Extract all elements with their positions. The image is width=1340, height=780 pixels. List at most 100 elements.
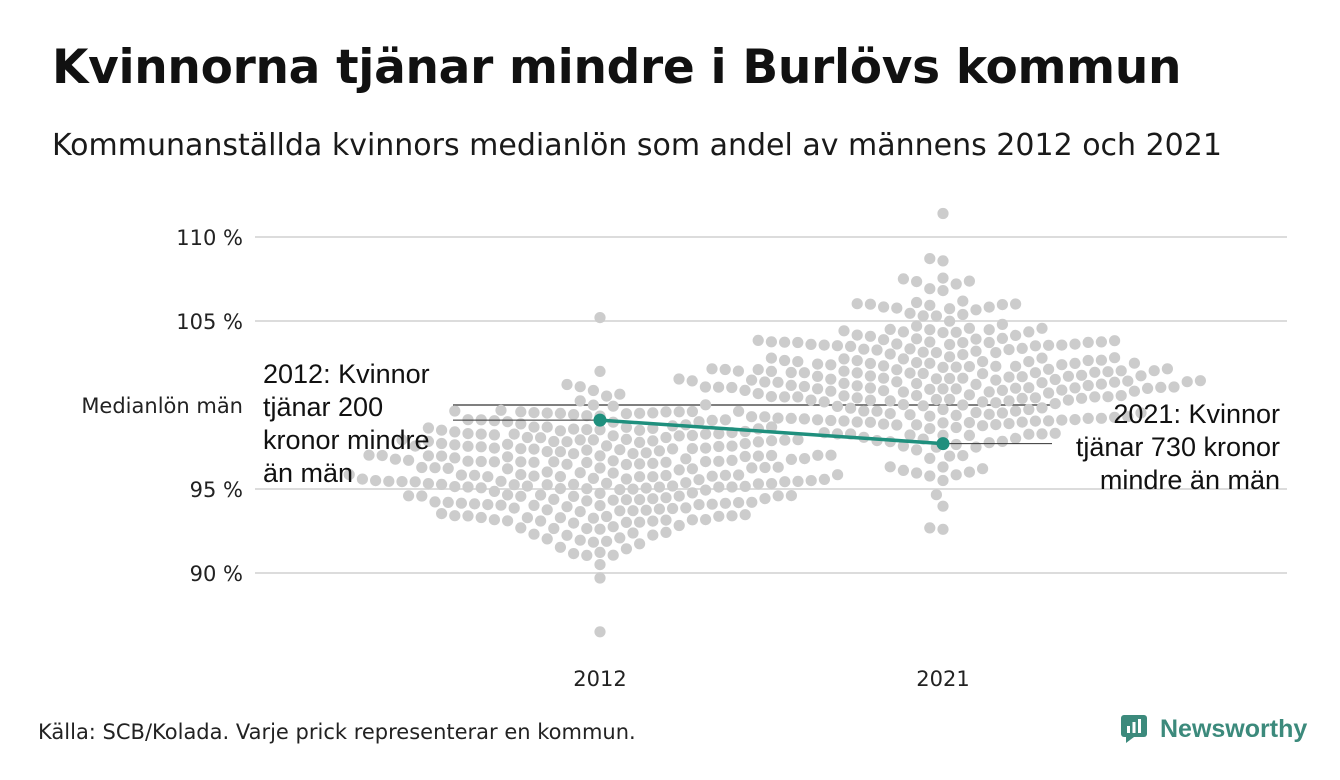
swarm-point [970, 378, 982, 390]
swarm-point [937, 255, 949, 267]
swarm-point [568, 409, 580, 421]
swarm-point [911, 419, 923, 431]
swarm-point [884, 461, 896, 473]
swarm-point [838, 365, 850, 377]
swarm-point [937, 361, 949, 373]
swarm-point [561, 501, 573, 513]
swarm-point [812, 449, 824, 461]
swarm-point [1023, 382, 1035, 394]
swarm-point [660, 514, 672, 526]
swarm-point [726, 454, 738, 466]
swarm-point [963, 389, 976, 401]
swarm-point [1082, 412, 1094, 424]
swarm-point [944, 338, 956, 351]
swarm-point [422, 422, 434, 434]
swarm-point [752, 364, 764, 376]
swarm-point [990, 360, 1002, 372]
swarm-point [963, 361, 976, 373]
swarm-point [713, 510, 725, 522]
swarm-point [891, 376, 903, 388]
swarm-point [686, 405, 699, 418]
swarm-point [660, 492, 672, 504]
swarm-point [383, 475, 395, 487]
swarm-point [581, 549, 593, 562]
swarm-point [574, 381, 586, 393]
swarm-point [944, 315, 956, 327]
swarm-point [508, 428, 520, 440]
swarm-point [812, 414, 824, 426]
swarm-point [838, 377, 850, 389]
swarm-point [1023, 403, 1035, 416]
swarm-point [766, 478, 778, 490]
swarm-point [541, 504, 553, 516]
swarm-point [792, 336, 804, 349]
swarm-point [706, 414, 718, 426]
swarm-point [845, 402, 857, 414]
swarm-point [1036, 322, 1048, 334]
swarm-point [878, 372, 890, 384]
swarm-point [581, 444, 593, 456]
swarm-point [983, 408, 995, 420]
swarm-point [1023, 326, 1035, 338]
swarm-point [686, 514, 699, 526]
swarm-point [680, 453, 692, 465]
swarm-point [713, 381, 725, 393]
swarm-point [785, 379, 797, 391]
swarm-point [950, 469, 962, 481]
swarm-point [798, 413, 811, 425]
swarm-point [1029, 340, 1041, 352]
swarm-point [554, 446, 567, 458]
swarm-point [581, 483, 593, 495]
swarm-point [515, 443, 527, 455]
swarm-point [429, 496, 441, 508]
swarm-point [488, 429, 500, 441]
swarm-point [739, 509, 751, 521]
swarm-point [1010, 405, 1022, 417]
swarm-point [502, 451, 514, 463]
swarm-point [845, 340, 857, 352]
swarm-point [746, 496, 758, 508]
swarm-point [944, 393, 956, 405]
swarm-point [620, 421, 633, 433]
swarm-point [568, 517, 580, 529]
swarm-point [1109, 411, 1121, 423]
swarm-point [739, 384, 751, 396]
swarm-point [825, 414, 837, 427]
swarm-point [548, 522, 560, 535]
swarm-point [897, 386, 910, 398]
chart-subtitle: Kommunanställda kvinnors medianlön som a… [52, 128, 1222, 163]
swarm-point [581, 424, 593, 436]
swarm-point [343, 469, 355, 481]
swarm-point [792, 391, 804, 403]
swarm-point [726, 440, 738, 452]
swarm-point [937, 500, 949, 512]
swarm-point [614, 444, 626, 456]
swarm-point [897, 464, 910, 476]
swarm-point [587, 536, 600, 548]
swarm-point [785, 366, 797, 379]
swarm-point [812, 383, 824, 395]
swarm-point [607, 521, 619, 533]
swarm-point [904, 409, 916, 421]
swarm-point [594, 559, 606, 571]
swarm-point [554, 483, 567, 495]
swarm-point [574, 534, 586, 546]
swarm-point [449, 510, 461, 522]
swarm-point [455, 469, 467, 481]
x-tick-label: 2021 [916, 667, 969, 691]
swarm-point [871, 344, 883, 356]
swarm-point [561, 378, 573, 391]
swarm-point [911, 390, 923, 402]
swarm-point [594, 546, 606, 559]
swarm-point [1069, 382, 1081, 394]
swarm-point [640, 504, 652, 516]
swarm-point [442, 462, 454, 474]
swarm-point [957, 337, 969, 349]
swarm-point [752, 450, 765, 462]
swarm-point [765, 391, 778, 403]
swarm-point [700, 399, 712, 411]
swarm-point [963, 275, 976, 287]
swarm-point [667, 502, 679, 515]
swarm-point [1109, 376, 1121, 388]
swarm-point [957, 349, 969, 361]
